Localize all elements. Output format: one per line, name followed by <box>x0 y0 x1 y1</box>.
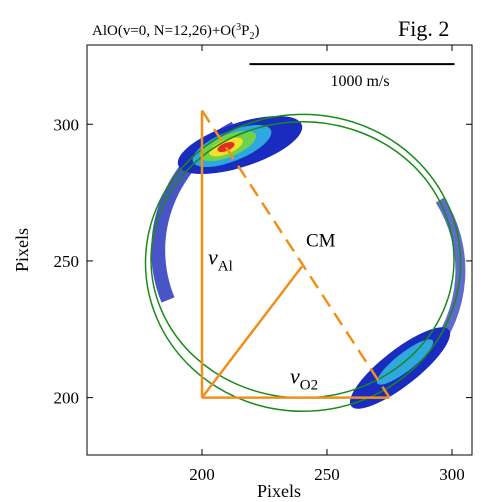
y-tick-label: 200 <box>54 389 80 408</box>
y-tick-label: 250 <box>54 252 80 271</box>
blob <box>217 141 235 153</box>
v-o2-label-sub: O2 <box>300 378 318 394</box>
x-tick-label: 200 <box>189 465 215 484</box>
title-sup: 3 <box>236 22 241 33</box>
vector-cm <box>201 265 303 399</box>
v-o2-label: vO2 <box>290 364 318 394</box>
image-blobs <box>151 115 466 409</box>
v-al-label-base: v <box>208 244 218 269</box>
title-part: P <box>241 23 249 39</box>
title-part: AlO(v=0, N=12,26)+O( <box>92 23 236 39</box>
cm-label: CM <box>306 230 336 251</box>
scale-bar-label: 1000 m/s <box>330 73 389 90</box>
relative-velocity <box>200 109 391 399</box>
x-axis-label: Pixels <box>257 481 301 501</box>
title-sub: 2 <box>249 31 254 42</box>
ring <box>144 113 462 413</box>
y-axis-label: Pixels <box>12 228 32 272</box>
x-tick-label: 250 <box>314 465 340 484</box>
y-tick-label: 300 <box>54 115 80 134</box>
chart-title: AlO(v=0, N=12,26)+O(3P2) <box>92 22 259 42</box>
v-al-label: vAl <box>208 244 233 274</box>
v-al-label-sub: Al <box>218 258 233 274</box>
v-o2-label-base: v <box>290 364 300 389</box>
x-tick-label: 300 <box>439 465 465 484</box>
figure-label: Fig. 2 <box>398 16 449 41</box>
plot-frame <box>86 44 473 456</box>
title-part: ) <box>254 23 259 39</box>
